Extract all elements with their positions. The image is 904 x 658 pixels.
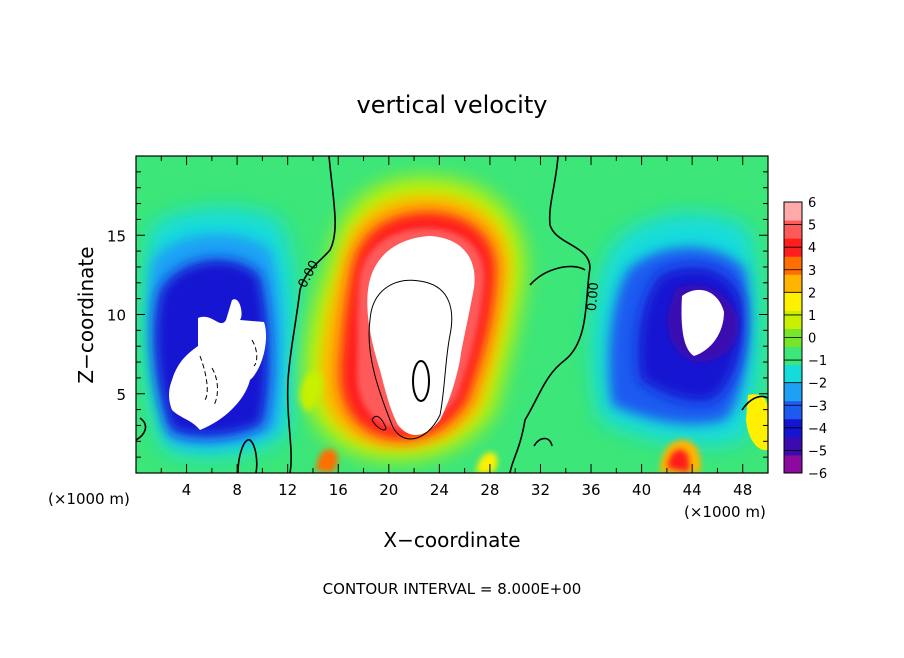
x-unit-label-right: (×1000 m): [684, 503, 766, 521]
x-tick-label: 40: [632, 481, 651, 499]
colorbar-swatch: [784, 292, 802, 311]
colorbar-swatch: [784, 202, 802, 221]
x-unit-label: (×1000 m): [48, 490, 130, 508]
x-tick-label: 4: [182, 481, 192, 499]
x-tick-label: 32: [531, 481, 550, 499]
x-tick-label: 8: [232, 481, 242, 499]
colorbar-swatch: [784, 346, 802, 366]
colorbar-swatch: [784, 436, 802, 456]
chart-title: vertical velocity: [357, 91, 548, 119]
x-tick-label: 20: [379, 481, 398, 499]
x-tick-label: 16: [329, 481, 348, 499]
x-tick-label: 24: [430, 481, 449, 499]
colorbar-tick-label: 4: [808, 241, 816, 256]
colorbar-tick-label: −1: [808, 354, 827, 369]
heatmap-field: [136, 156, 768, 473]
y-axis-label: Z−coordinate: [74, 246, 98, 383]
colorbar-tick-label: 3: [808, 264, 816, 279]
colorbar-tick-label: −2: [808, 377, 827, 392]
colorbar-tick-label: −3: [808, 399, 827, 414]
low-level-updrafts: [300, 371, 701, 473]
y-tick-label: 15: [107, 227, 126, 245]
colorbar-swatch: [784, 364, 802, 384]
colorbar-tick-label: 1: [808, 309, 816, 324]
x-tick-label: 48: [733, 481, 752, 499]
x-axis: 4 8 12 16 20 24 28 32 36 40 44 48: [160, 156, 752, 499]
colorbar-swatch: [784, 400, 802, 420]
colorbar-tick-label: 5: [808, 219, 816, 234]
colorbar-tick-label: −6: [808, 467, 827, 482]
colorbar-tick-label: 6: [808, 196, 816, 211]
left-downdraft: [143, 207, 297, 459]
colorbar-tick-label: 0: [808, 332, 816, 347]
central-updraft: [304, 177, 525, 460]
colorbar-swatch: [784, 310, 802, 329]
colorbar-swatch: [784, 274, 802, 293]
colorbar-swatch: [784, 220, 802, 239]
right-downdraft: [591, 213, 768, 451]
x-tick-label: 12: [278, 481, 297, 499]
y-tick-label: 5: [116, 386, 126, 404]
contour-interval-note: CONTOUR INTERVAL = 8.000E+00: [323, 580, 582, 598]
colorbar-swatch: [784, 382, 802, 402]
contour-label: 0.00: [585, 282, 602, 312]
colorbar-tick-label: 2: [808, 286, 816, 301]
colorbar-tick-label: −4: [808, 422, 827, 437]
y-tick-label: 10: [107, 307, 126, 325]
x-tick-label: 44: [683, 481, 702, 499]
x-tick-label: 36: [581, 481, 600, 499]
x-axis-label: X−coordinate: [383, 528, 520, 552]
colorbar: 6 5 4 3 2 1 0 −1 −2 −3 −4 −5 −6: [783, 196, 827, 482]
x-tick-label: 28: [480, 481, 499, 499]
zero-contours: [136, 156, 768, 473]
colorbar-swatch: [784, 454, 802, 474]
y-axis: 5 10 15: [107, 171, 768, 458]
colorbar-swatch: [784, 256, 802, 275]
colorbar-tick-label: −5: [808, 444, 827, 459]
